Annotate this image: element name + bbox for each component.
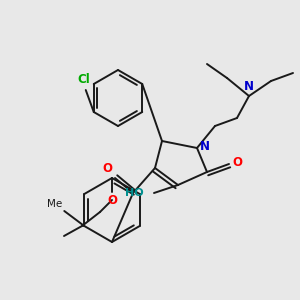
Text: Cl: Cl (77, 73, 90, 86)
Text: N: N (244, 80, 254, 93)
Text: N: N (200, 140, 210, 152)
Text: O: O (107, 194, 117, 207)
Text: O: O (102, 162, 112, 175)
Text: HO: HO (125, 188, 144, 198)
Text: Me: Me (47, 199, 62, 209)
Text: O: O (232, 155, 242, 169)
